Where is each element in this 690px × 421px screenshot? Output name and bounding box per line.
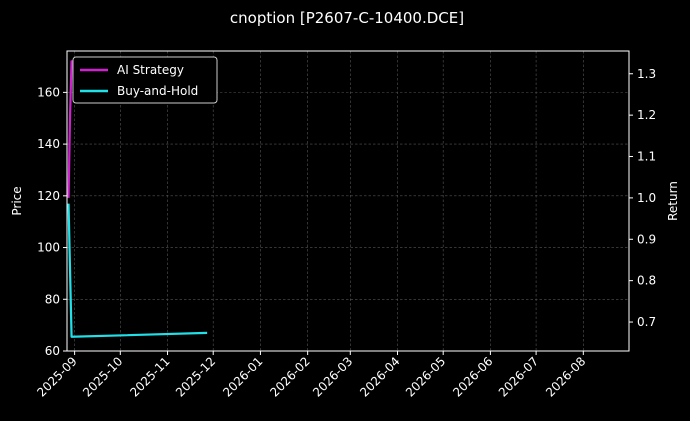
plot-frame: [66, 50, 630, 352]
y-right-tick-label: 1.2: [637, 108, 656, 122]
y-axis-left-label: Price: [10, 186, 24, 215]
legend-box: [72, 56, 218, 104]
y-left-tick-label: 60: [45, 344, 60, 358]
y-right-tick-label: 0.7: [637, 315, 656, 329]
chart-title: cnoption [P2607-C-10400.DCE]: [230, 9, 464, 27]
y-left-tick-label: 160: [37, 85, 60, 99]
y-axis-right-label: Return: [666, 181, 680, 221]
y-left-tick-label: 120: [37, 189, 60, 203]
y-right-tick-label: 0.8: [637, 274, 656, 288]
y-right-tick-label: 1.1: [637, 150, 656, 164]
legend-label-buy-and-hold: Buy-and-Hold: [117, 84, 198, 98]
y-right-tick-label: 1.0: [637, 191, 656, 205]
y-left-tick-label: 80: [45, 292, 60, 306]
left-axis: 60 80 100 120 140 160: [37, 85, 67, 358]
buy-and-hold-line: [67, 203, 208, 338]
y-right-tick-label: 1.3: [637, 67, 656, 81]
legend-label-ai-strategy: AI Strategy: [117, 63, 184, 77]
y-left-tick-label: 100: [37, 241, 60, 255]
right-axis: 0.7 0.8 0.9 1.0 1.1 1.2 1.3: [629, 67, 656, 329]
y-left-tick-label: 140: [37, 137, 60, 151]
legend: AI Strategy Buy-and-Hold: [72, 56, 218, 104]
y-right-tick-label: 0.9: [637, 232, 656, 246]
